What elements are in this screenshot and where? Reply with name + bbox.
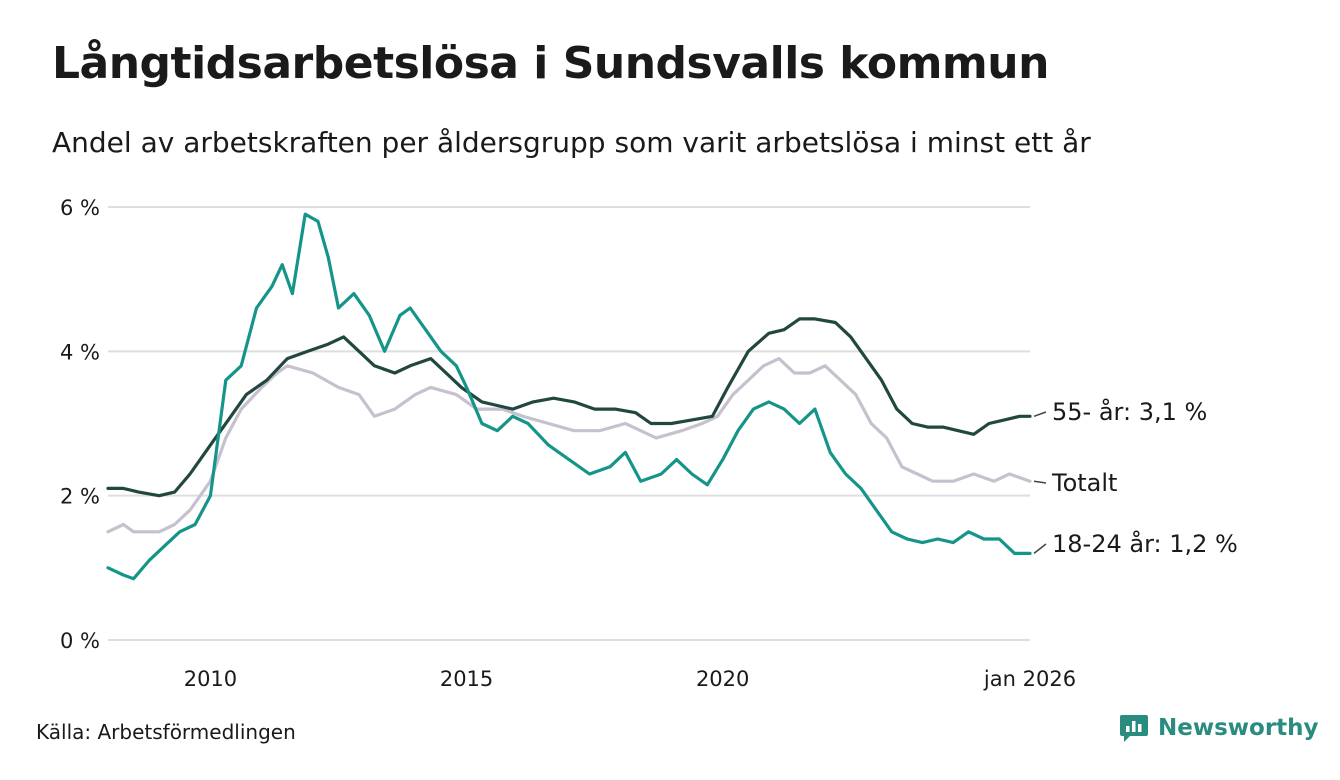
y-tick-label: 0 % bbox=[60, 629, 100, 653]
x-axis-ticks: 2010 2015 2020 jan 2026 bbox=[184, 667, 1076, 691]
series-line-55-r bbox=[106, 317, 1032, 498]
y-tick-label: 4 % bbox=[60, 340, 100, 364]
series-end-labels: Totalt 55- år: 3,1 % 18-24 år: 1,2 % bbox=[1033, 397, 1238, 558]
end-label: 18-24 år: 1,2 % bbox=[1052, 529, 1238, 558]
end-label: Totalt bbox=[1051, 469, 1117, 497]
x-tick-label: 2020 bbox=[696, 667, 749, 691]
x-tick-label: jan 2026 bbox=[983, 667, 1076, 691]
series-line-18-24-r bbox=[106, 212, 1032, 581]
chart-title: Långtidsarbetslösa i Sundsvalls kommun bbox=[52, 38, 1049, 89]
y-axis-ticks: 0 % 2 % 4 % 6 % bbox=[60, 196, 100, 653]
brand-name: Newsworthy bbox=[1158, 715, 1319, 741]
source-note: Källa: Arbetsförmedlingen bbox=[36, 720, 296, 744]
end-label-connector bbox=[1033, 480, 1047, 484]
brand[interactable]: Newsworthy bbox=[1118, 712, 1319, 744]
x-tick-label: 2015 bbox=[440, 667, 493, 691]
y-grid bbox=[108, 206, 1030, 641]
chart-subtitle: Andel av arbetskraften per åldersgrupp s… bbox=[52, 126, 1091, 159]
series-lines bbox=[106, 212, 1032, 581]
y-tick-label: 2 % bbox=[60, 485, 100, 509]
end-label: 55- år: 3,1 % bbox=[1052, 397, 1207, 426]
y-tick-label: 6 % bbox=[60, 196, 100, 220]
end-label-connector bbox=[1033, 543, 1047, 554]
end-label-connector bbox=[1033, 411, 1047, 417]
newsworthy-logo-icon bbox=[1120, 715, 1148, 742]
x-tick-label: 2010 bbox=[184, 667, 237, 691]
series-line-totalt bbox=[106, 357, 1032, 534]
